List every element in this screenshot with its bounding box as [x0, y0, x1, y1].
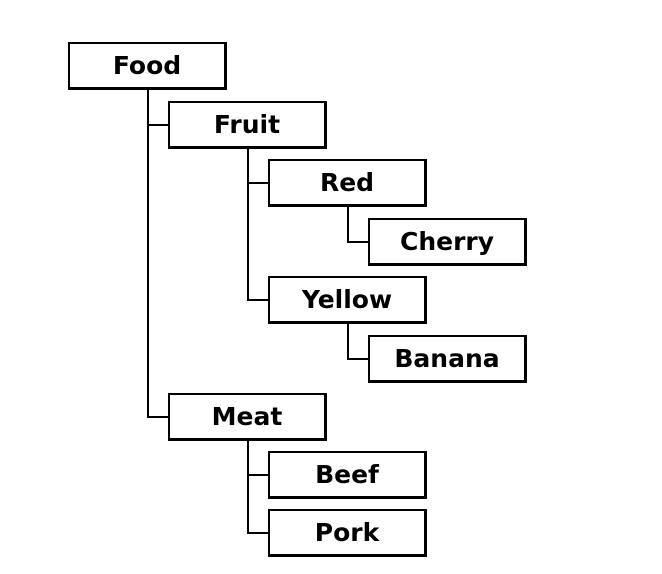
- connector-fruit-red: [247, 182, 269, 184]
- connector-food-fruit: [147, 124, 169, 126]
- node-yellow: Yellow: [268, 276, 427, 324]
- node-fruit: Fruit: [168, 101, 327, 149]
- node-meat: Meat: [168, 393, 327, 441]
- connector-food-meat: [147, 416, 169, 418]
- connector-food-trunk: [147, 90, 149, 418]
- connector-meat-beef: [247, 474, 269, 476]
- node-food: Food: [68, 42, 227, 90]
- connector-fruit-yellow: [247, 299, 269, 301]
- connector-fruit-trunk: [247, 149, 249, 301]
- connector-yellow-banana: [347, 358, 369, 360]
- node-cherry: Cherry: [368, 218, 527, 266]
- node-banana: Banana: [368, 335, 527, 383]
- connector-meat-trunk: [247, 441, 249, 534]
- connector-red-trunk: [347, 207, 349, 243]
- connector-red-cherry: [347, 241, 369, 243]
- connector-meat-pork: [247, 532, 269, 534]
- node-pork: Pork: [268, 509, 427, 557]
- node-red: Red: [268, 159, 427, 207]
- connector-yellow-trunk: [347, 324, 349, 360]
- node-beef: Beef: [268, 451, 427, 499]
